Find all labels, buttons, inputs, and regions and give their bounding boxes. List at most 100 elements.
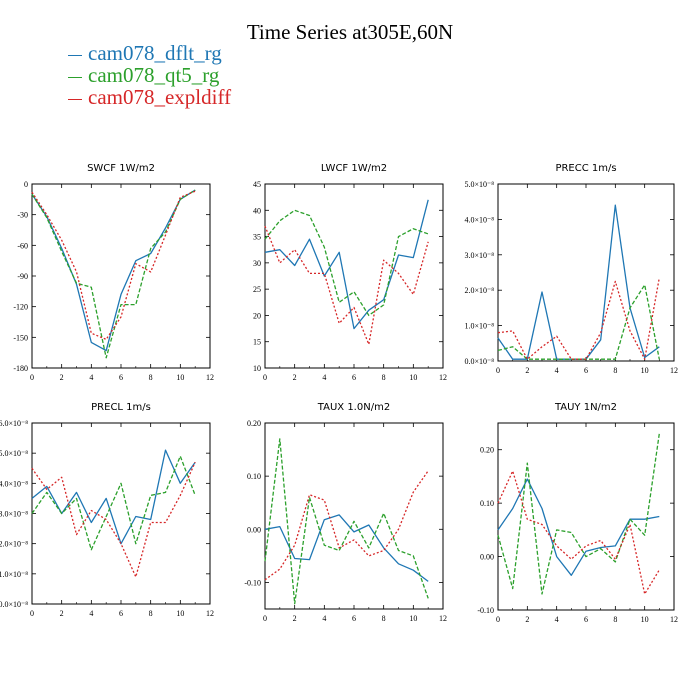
y-tick-label: 0.10 bbox=[480, 499, 494, 508]
panel-title: SWCF 1W/m2 bbox=[87, 163, 155, 174]
series-line-cam078_dflt_rg bbox=[264, 199, 429, 330]
legend-item-expldiff: cam078_expldiff bbox=[68, 86, 231, 108]
panel-title: PRECC 1m/s bbox=[555, 163, 616, 174]
series-line-cam078_expldiff bbox=[497, 277, 660, 360]
y-tick-label: 6.0×10⁻⁸ bbox=[0, 419, 28, 428]
x-tick-label: 2 bbox=[60, 609, 64, 618]
x-tick-label: 10 bbox=[176, 373, 184, 382]
y-tick-label: 0.20 bbox=[480, 446, 494, 455]
y-tick-label: 35 bbox=[253, 233, 261, 242]
x-tick-label: 2 bbox=[525, 366, 529, 375]
y-tick-label: -180 bbox=[13, 364, 28, 373]
legend-item-dflt: cam078_dflt_rg bbox=[68, 42, 231, 64]
y-tick-label: 40 bbox=[253, 206, 261, 215]
y-tick-label: 20 bbox=[253, 311, 261, 320]
series-line-cam078_expldiff bbox=[31, 461, 196, 578]
x-tick-label: 4 bbox=[89, 609, 93, 618]
x-tick-label: 0 bbox=[263, 373, 267, 382]
y-tick-label: -30 bbox=[17, 211, 28, 220]
y-tick-label: 0.00 bbox=[247, 525, 261, 534]
legend-swatch bbox=[68, 54, 82, 56]
x-tick-label: 8 bbox=[382, 373, 386, 382]
x-tick-label: 4 bbox=[555, 366, 559, 375]
series-line-cam078_dflt_rg bbox=[264, 514, 429, 582]
x-tick-label: 12 bbox=[670, 615, 678, 624]
x-tick-label: 8 bbox=[149, 373, 153, 382]
x-tick-label: 8 bbox=[382, 614, 386, 623]
x-tick-label: 10 bbox=[409, 373, 417, 382]
x-tick-label: 6 bbox=[119, 373, 123, 382]
series-line-cam078_qt5_rg bbox=[31, 455, 196, 551]
y-tick-label: 30 bbox=[253, 259, 261, 268]
y-tick-label: 5.0×10⁻⁸ bbox=[0, 449, 28, 458]
panel-title: PRECL 1m/s bbox=[91, 402, 151, 413]
series-line-cam078_qt5_rg bbox=[264, 438, 429, 605]
x-tick-label: 4 bbox=[322, 373, 326, 382]
y-tick-label: 10 bbox=[253, 364, 261, 373]
x-tick-label: 0 bbox=[263, 614, 267, 623]
chart-title: Time Series at305E,60N bbox=[246, 20, 454, 44]
y-tick-label: 0.0×10⁻⁸ bbox=[464, 357, 494, 366]
legend-swatch bbox=[68, 98, 82, 100]
x-tick-label: 2 bbox=[525, 615, 529, 624]
y-tick-label: 4.0×10⁻⁸ bbox=[0, 479, 28, 488]
x-tick-label: 6 bbox=[584, 366, 588, 375]
series-line-cam078_qt5_rg bbox=[497, 284, 660, 360]
y-tick-label: 1.0×10⁻⁸ bbox=[464, 322, 494, 331]
x-tick-label: 0 bbox=[30, 609, 34, 618]
x-tick-label: 2 bbox=[60, 373, 64, 382]
y-tick-label: -60 bbox=[17, 241, 28, 250]
series-line-cam078_qt5_rg bbox=[31, 189, 196, 359]
x-tick-label: 2 bbox=[293, 373, 297, 382]
y-tick-label: 1.0×10⁻⁸ bbox=[0, 570, 28, 579]
legend-label: cam078_dflt_rg bbox=[88, 41, 222, 65]
x-tick-label: 8 bbox=[149, 609, 153, 618]
series-line-cam078_dflt_rg bbox=[31, 189, 196, 352]
y-tick-label: 2.0×10⁻⁸ bbox=[464, 286, 494, 295]
series-line-cam078_expldiff bbox=[264, 225, 429, 345]
x-tick-label: 0 bbox=[496, 615, 500, 624]
x-tick-label: 12 bbox=[206, 373, 214, 382]
plot-frame bbox=[31, 422, 211, 605]
x-tick-label: 10 bbox=[641, 366, 649, 375]
x-tick-label: 8 bbox=[613, 366, 617, 375]
series-line-cam078_dflt_rg bbox=[31, 449, 196, 545]
panel-3: PRECL 1m/s 0 2 4 6 8 10 12 0.0×10⁻⁸ 1.0×10⁻⁸ 2.0×1… bbox=[0, 402, 214, 618]
x-tick-label: 12 bbox=[670, 366, 678, 375]
y-tick-label: -0.10 bbox=[477, 606, 494, 615]
y-tick-label: -120 bbox=[13, 303, 28, 312]
y-tick-label: 3.0×10⁻⁸ bbox=[464, 251, 494, 260]
y-tick-label: 5.0×10⁻⁸ bbox=[464, 180, 494, 189]
x-tick-label: 6 bbox=[119, 609, 123, 618]
x-tick-label: 4 bbox=[89, 373, 93, 382]
x-tick-label: 10 bbox=[409, 614, 417, 623]
y-tick-label: 2.0×10⁻⁸ bbox=[0, 540, 28, 549]
y-tick-label: 0.10 bbox=[247, 472, 261, 481]
y-tick-label: -0.10 bbox=[244, 578, 261, 587]
y-tick-label: 4.0×10⁻⁸ bbox=[464, 215, 494, 224]
x-tick-label: 4 bbox=[555, 615, 559, 624]
plot-frame bbox=[31, 183, 211, 369]
x-tick-label: 12 bbox=[206, 609, 214, 618]
plot-frame bbox=[264, 422, 444, 610]
series-line-cam078_qt5_rg bbox=[497, 433, 660, 595]
x-tick-label: 0 bbox=[496, 366, 500, 375]
y-tick-label: 45 bbox=[253, 180, 261, 189]
panel-title: TAUX 1.0N/m2 bbox=[317, 402, 390, 413]
x-tick-label: 10 bbox=[176, 609, 184, 618]
plot-frame bbox=[264, 183, 444, 369]
panel-1: LWCF 1W/m2 0 2 4 6 8 10 12 10 15 20 25 30 35 40 45 bbox=[253, 163, 447, 382]
y-tick-label: -90 bbox=[17, 272, 28, 281]
panel-title: LWCF 1W/m2 bbox=[321, 163, 387, 174]
series-line-cam078_dflt_rg bbox=[497, 204, 660, 360]
legend-swatch bbox=[68, 76, 82, 78]
legend-item-qt5: cam078_qt5_rg bbox=[68, 64, 231, 86]
panel-5: TAUY 1N/m2 0 2 4 6 8 10 12 -0.10 0.00 0.10 0.20 bbox=[477, 402, 678, 624]
y-tick-label: 0 bbox=[24, 180, 28, 189]
y-tick-label: 3.0×10⁻⁸ bbox=[0, 510, 28, 519]
panel-0: SWCF 1W/m2 0 2 4 6 8 10 12 -180 -150 -120 -90 -60 -30… bbox=[13, 163, 214, 382]
series-line-cam078_expldiff bbox=[264, 470, 429, 581]
y-tick-label: 0.00 bbox=[480, 553, 494, 562]
x-tick-label: 0 bbox=[30, 373, 34, 382]
x-tick-label: 6 bbox=[352, 614, 356, 623]
